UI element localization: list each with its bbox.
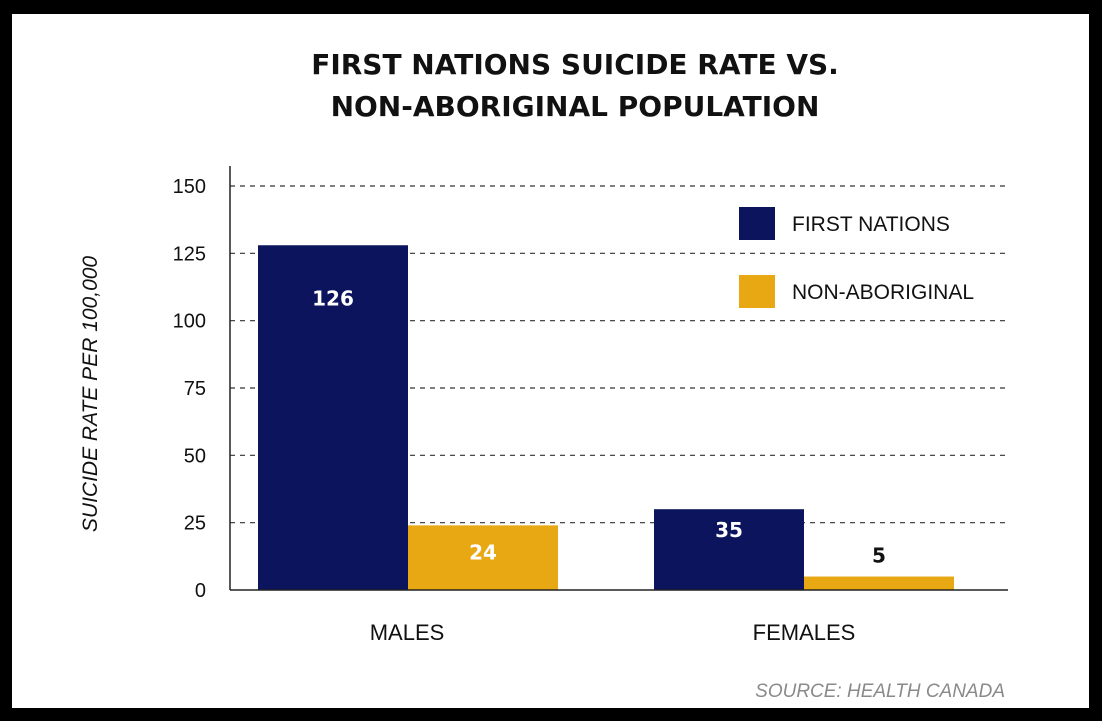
data-label: 24	[469, 540, 497, 564]
y-tick-label: 25	[184, 513, 206, 535]
legend: FIRST NATIONS NON-ABORIGINAL	[739, 207, 974, 308]
chart-panel: FIRST NATIONS SUICIDE RATE VS. NON-ABORI…	[12, 14, 1089, 708]
data-label: 126	[312, 286, 354, 310]
y-tick-label: 75	[184, 378, 206, 400]
chart-title-line-2: NON-ABORIGINAL POPULATION	[331, 90, 820, 123]
y-axis-label: SUICIDE RATE PER 100,000	[79, 256, 102, 533]
bar-first-nations-males	[258, 245, 408, 590]
bar-first-nations-females	[654, 509, 804, 590]
x-category-label: FEMALES	[753, 620, 856, 645]
y-tick-label: 50	[184, 445, 206, 467]
axis-layer: 0 25 50 75 100 125 150 MALES FEMALES	[173, 166, 1008, 645]
data-label: 5	[872, 544, 886, 568]
legend-label: NON-ABORIGINAL	[792, 281, 974, 304]
chart-title-line-1: FIRST NATIONS SUICIDE RATE VS.	[311, 48, 839, 81]
x-category-label: MALES	[370, 620, 445, 645]
bar-non-aboriginal-males	[408, 525, 558, 590]
source-note: SOURCE: HEALTH CANADA	[755, 681, 1005, 702]
legend-swatch	[739, 207, 775, 240]
y-tick-label: 0	[195, 580, 206, 602]
legend-swatch	[739, 275, 775, 308]
bar-chart: FIRST NATIONS SUICIDE RATE VS. NON-ABORI…	[79, 48, 1008, 702]
data-label: 35	[715, 518, 743, 542]
bars-layer: 126 24 35 5	[258, 245, 954, 590]
y-tick-label: 150	[173, 176, 206, 198]
legend-label: FIRST NATIONS	[792, 213, 950, 236]
y-tick-label: 125	[173, 243, 206, 265]
bar-non-aboriginal-females	[804, 576, 954, 590]
y-tick-label: 100	[173, 311, 206, 333]
